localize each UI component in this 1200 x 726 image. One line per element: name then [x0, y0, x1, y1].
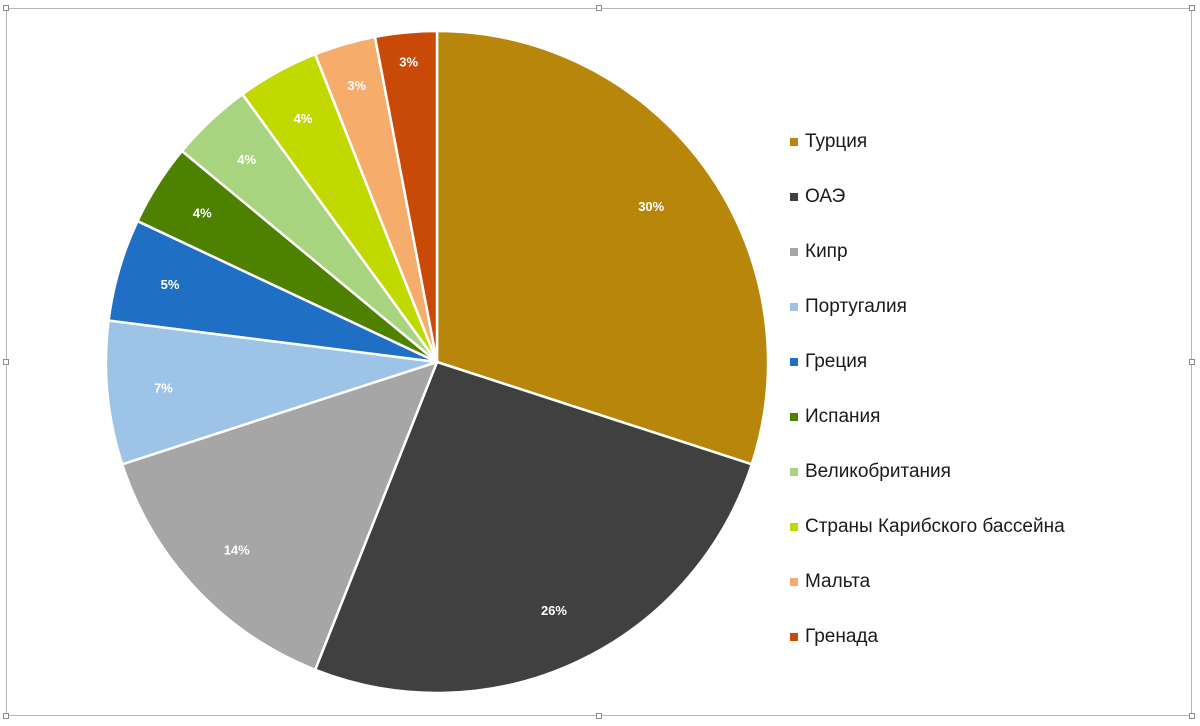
legend-swatch [790, 577, 798, 586]
legend-item-5[interactable]: Греция [790, 334, 1190, 389]
chart-legend: Турция ОАЭ Кипр Португалия Греция Испания Вели… [790, 114, 1190, 664]
legend-item-4[interactable]: Португалия [790, 279, 1190, 334]
pie-slice-10[interactable] [373, 29, 439, 364]
pie-slice-4[interactable] [104, 319, 439, 466]
data-label-5: 5% [161, 277, 180, 292]
data-label-7: 4% [237, 152, 256, 167]
resize-handle-bottom-left[interactable] [3, 713, 9, 719]
legend-swatch [790, 467, 798, 476]
legend-swatch [790, 137, 798, 146]
data-label-3: 14% [224, 543, 250, 558]
legend-swatch [790, 247, 798, 256]
data-label-8: 4% [294, 111, 313, 126]
legend-item-3[interactable]: Кипр [790, 224, 1190, 279]
data-label-2: 26% [541, 603, 567, 618]
data-label-9: 3% [347, 78, 366, 93]
data-label-6: 4% [193, 206, 212, 221]
resize-handle-middle-right[interactable] [1189, 359, 1195, 365]
legend-label: ОАЭ [805, 185, 846, 207]
legend-label: Португалия [805, 295, 907, 317]
legend-item-7[interactable]: Великобритания [790, 444, 1190, 499]
legend-label: Гренада [805, 625, 879, 647]
legend-label: Великобритания [805, 460, 951, 482]
data-label-10: 3% [399, 55, 418, 70]
resize-handle-middle-left[interactable] [3, 359, 9, 365]
legend-item-8[interactable]: Страны Карибского бассейна [790, 499, 1190, 554]
data-label-4: 7% [154, 380, 173, 395]
pie-slice-1[interactable] [435, 29, 770, 466]
resize-handle-bottom-center[interactable] [596, 713, 602, 719]
legend-swatch [790, 357, 798, 366]
legend-swatch [790, 302, 798, 311]
legend-swatch [790, 412, 798, 421]
legend-label: Мальта [805, 570, 871, 592]
legend-label: Испания [805, 405, 881, 427]
legend-swatch [790, 632, 798, 641]
legend-label: Греция [805, 350, 868, 372]
legend-label: Турция [805, 130, 868, 152]
resize-handle-top-left[interactable] [3, 5, 9, 11]
data-label-1: 30% [638, 199, 664, 214]
resize-handle-bottom-right[interactable] [1189, 713, 1195, 719]
legend-item-6[interactable]: Испания [790, 389, 1190, 444]
pie-slice-2[interactable] [313, 360, 754, 695]
resize-handle-top-right[interactable] [1189, 5, 1195, 11]
legend-item-10[interactable]: Гренада [790, 609, 1190, 664]
legend-item-1[interactable]: Турция [790, 114, 1190, 169]
legend-label: Кипр [805, 240, 848, 262]
legend-item-9[interactable]: Мальта [790, 554, 1190, 609]
legend-item-2[interactable]: ОАЭ [790, 169, 1190, 224]
legend-swatch [790, 192, 798, 201]
legend-label: Страны Карибского бассейна [805, 515, 1065, 537]
resize-handle-top-center[interactable] [596, 5, 602, 11]
legend-swatch [790, 522, 798, 531]
